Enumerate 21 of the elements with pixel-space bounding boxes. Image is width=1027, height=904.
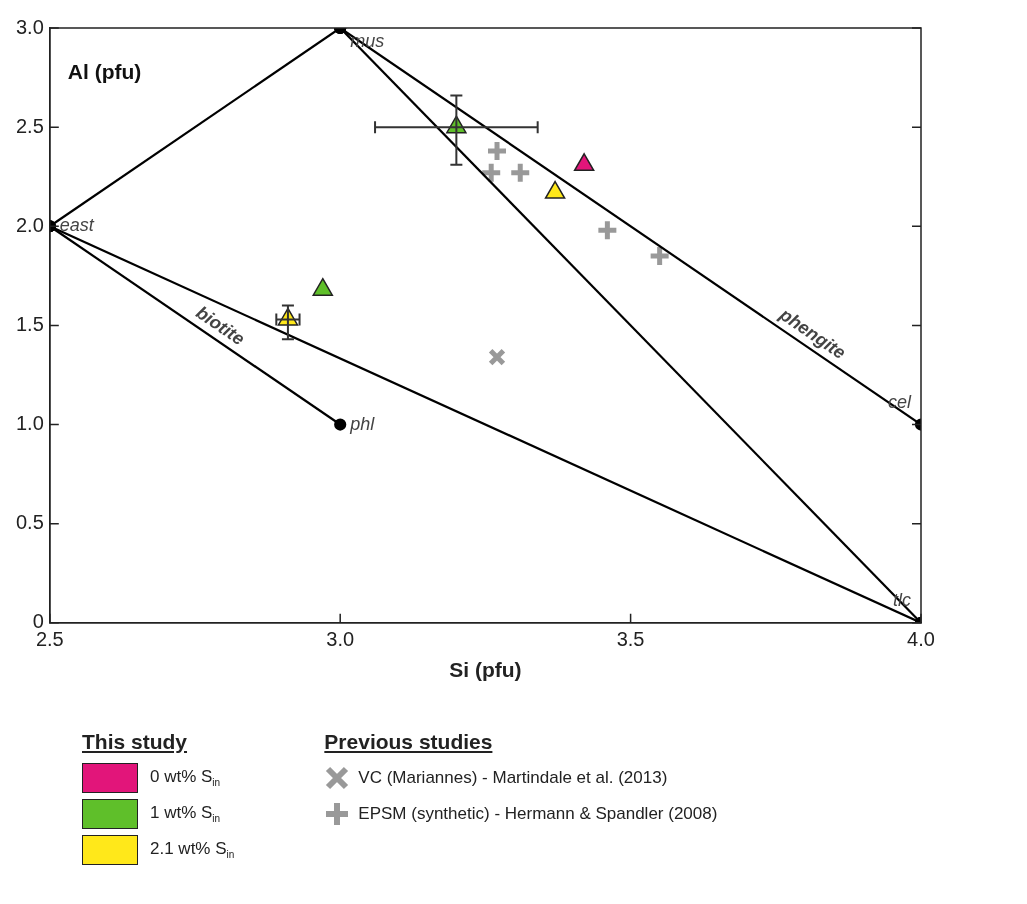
legend-label: VC (Mariannes) - Martindale et al. (2013) bbox=[358, 768, 668, 788]
x-axis-title: Si (pfu) bbox=[449, 658, 522, 682]
x-tick-label: 3.5 bbox=[616, 628, 645, 651]
legend-title: This study bbox=[82, 730, 188, 754]
legend-label: 1 wt% S$_{in}$ bbox=[150, 803, 221, 825]
y-tick-label: 3.0 bbox=[15, 15, 44, 38]
x-tick-label: 4.0 bbox=[907, 628, 935, 651]
text: Previous studies bbox=[324, 730, 494, 754]
y-tick-label: 1.0 bbox=[15, 412, 44, 435]
y-axis-title: Al (pfu) bbox=[67, 59, 142, 83]
legend-label: 2.1 wt% S$_{in}$ bbox=[150, 839, 235, 861]
y-tick-label: 2.5 bbox=[15, 114, 44, 137]
x-tick-label: 3.0 bbox=[326, 628, 355, 651]
y-tick-label: 0.5 bbox=[15, 511, 44, 534]
legend-label: EPSM (synthetic) - Hermann & Spandler (2008) bbox=[358, 804, 718, 824]
y-tick-label: 2.0 bbox=[15, 213, 44, 236]
y-tick-label: 1.5 bbox=[15, 312, 44, 335]
annotation: cel bbox=[887, 391, 912, 412]
legend-label: 0 wt% S$_{in}$ bbox=[150, 767, 221, 789]
annotation: phl bbox=[349, 413, 376, 434]
annotation: east bbox=[59, 215, 95, 236]
